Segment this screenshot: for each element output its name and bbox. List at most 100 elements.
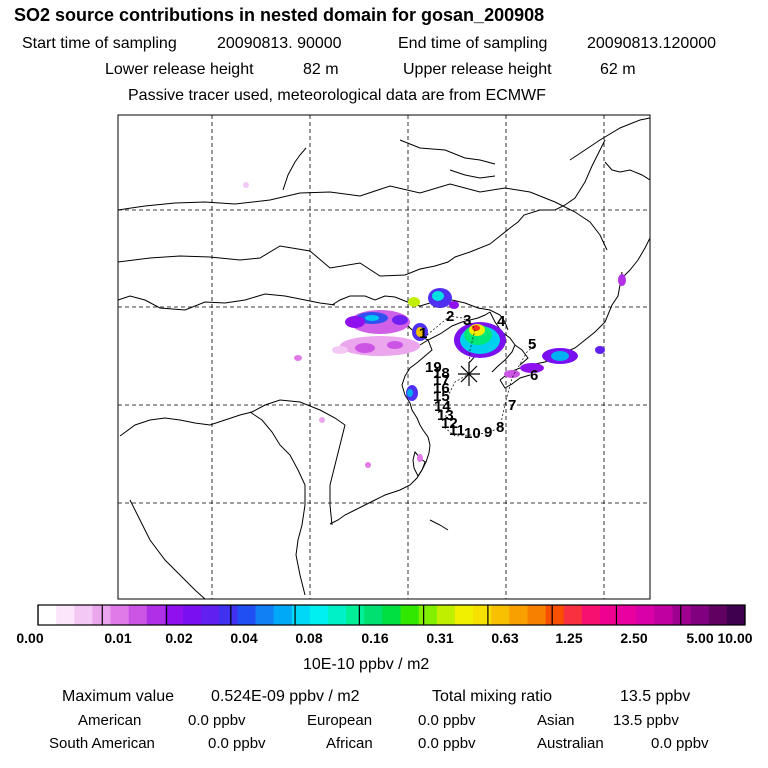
colorbar-swatch	[56, 605, 75, 625]
trajectory-label: 16	[433, 380, 450, 397]
region-name: African	[326, 735, 373, 752]
colorbar-swatch	[328, 605, 347, 625]
region-value: 0.0 ppbv	[651, 735, 709, 752]
colorbar-swatch	[110, 605, 130, 625]
colorbar-tick: 0.01	[104, 630, 132, 646]
colorbar-tick: 2.50	[620, 630, 648, 646]
colorbar-frame	[37, 604, 746, 626]
colorbar-swatch	[654, 605, 673, 625]
total-mixing-value: 13.5 ppbv	[620, 688, 691, 705]
colorbar-swatch	[346, 605, 365, 625]
colorbar-swatch	[128, 605, 148, 625]
colorbar-swatch	[527, 605, 546, 625]
lower-release-value: 82 m	[303, 61, 339, 78]
region-value: 0.0 ppbv	[418, 712, 476, 729]
trajectory-label: 8	[496, 419, 504, 436]
colorbar-tick: 0.04	[230, 630, 258, 646]
tracer-note: Passive tracer used, meteorological data…	[128, 87, 546, 104]
colorbar-swatch	[672, 605, 692, 625]
colorbar-swatch	[74, 605, 93, 625]
region-value: 13.5 ppbv	[613, 712, 679, 729]
upper-release-value: 62 m	[600, 61, 636, 78]
colorbar-swatch	[309, 605, 329, 625]
trajectory-label: 7	[508, 397, 516, 414]
colorbar-swatch	[382, 605, 401, 625]
colorbar-swatch	[219, 605, 238, 625]
colorbar-swatch	[436, 605, 456, 625]
trajectory-path	[426, 315, 536, 437]
colorbar-tick: 0.16	[361, 630, 389, 646]
end-time-label: End time of sampling	[398, 35, 548, 52]
colorbar-tick: 0.00	[16, 630, 44, 646]
colorbar-swatch	[364, 605, 383, 625]
map-title: SO2 source contributions in nested domai…	[14, 5, 545, 25]
colorbar-tick: 0.63	[491, 630, 519, 646]
colorbar-tick: 0.31	[426, 630, 454, 646]
upper-release-label: Upper release height	[403, 61, 552, 78]
colorbar-swatch	[146, 605, 166, 625]
trajectory-label: 15	[433, 388, 450, 405]
trajectory-label: 18	[433, 365, 450, 382]
trajectory-label: 17	[433, 372, 450, 389]
region-value: 0.0 ppbv	[418, 735, 476, 752]
colorbar-swatch	[690, 605, 710, 625]
end-time-value: 20090813.120000	[587, 35, 717, 52]
trajectory-label: 11	[449, 422, 465, 439]
colorbar-swatch	[636, 605, 655, 625]
colorbar-swatch	[599, 605, 619, 625]
region-name: South American	[49, 735, 155, 752]
colorbar-swatch	[563, 605, 583, 625]
colorbar-swatch	[201, 605, 220, 625]
trajectory-label: 2	[446, 308, 454, 325]
region-name: European	[307, 712, 373, 729]
max-value-label: Maximum value	[62, 688, 175, 705]
colorbar-swatch	[708, 605, 728, 625]
colorbar-tick: 0.08	[295, 630, 323, 646]
colorbar-swatch	[545, 605, 565, 625]
colorbar-unit: 10E-10 ppbv / m2	[303, 656, 430, 673]
region-name: American	[78, 712, 142, 729]
region-value: 0.0 ppbv	[208, 735, 266, 752]
max-value: 0.524E-09 ppbv / m2	[211, 688, 360, 705]
grid-lines	[118, 115, 650, 599]
colorbar-swatch	[726, 605, 746, 625]
colorbar-tick: 1.25	[555, 630, 583, 646]
map-frame	[117, 114, 651, 600]
colorbar-swatch	[400, 605, 420, 625]
colorbar-swatch	[454, 605, 474, 625]
trajectory-label: 1	[419, 325, 427, 342]
trajectory-label: 4	[497, 313, 506, 330]
colorbar-swatch	[92, 605, 111, 625]
colorbar-swatch	[164, 605, 184, 625]
colorbar	[37, 604, 746, 626]
colorbar-tick: 10.00	[717, 630, 753, 646]
colorbar-swatch	[618, 605, 637, 625]
colorbar-swatch	[183, 605, 202, 625]
colorbar-swatch	[237, 605, 256, 625]
region-name: Australian	[537, 735, 604, 752]
trajectory-label: 14	[434, 398, 451, 415]
lower-release-label: Lower release height	[105, 61, 254, 78]
colorbar-swatch	[291, 605, 311, 625]
trajectory-label: 13	[437, 407, 454, 424]
colorbar-swatch	[38, 605, 57, 625]
colorbar-swatch	[273, 605, 293, 625]
trajectory-label: 19	[425, 359, 442, 376]
colorbar-swatch	[491, 605, 510, 625]
region-name: Asian	[537, 712, 575, 729]
trajectory-label: 5	[528, 336, 536, 353]
region-value: 0.0 ppbv	[188, 712, 246, 729]
start-time-label: Start time of sampling	[22, 35, 177, 52]
trajectory-label: 3	[463, 312, 471, 329]
colorbar-tick: 5.00	[686, 630, 714, 646]
colorbar-tick: 0.02	[165, 630, 193, 646]
total-mixing-label: Total mixing ratio	[432, 688, 553, 705]
trajectory-label: 12	[441, 415, 458, 432]
trajectory-label: 10	[464, 425, 481, 442]
colorbar-swatch	[473, 605, 492, 625]
start-time-value: 20090813. 90000	[217, 35, 342, 52]
colorbar-swatch	[255, 605, 275, 625]
source-contribution-field	[243, 182, 626, 468]
trajectory-labels: 1 2 3 4 5 6 7 8 9 10 11 12 13 14 15 16 1…	[419, 308, 538, 442]
